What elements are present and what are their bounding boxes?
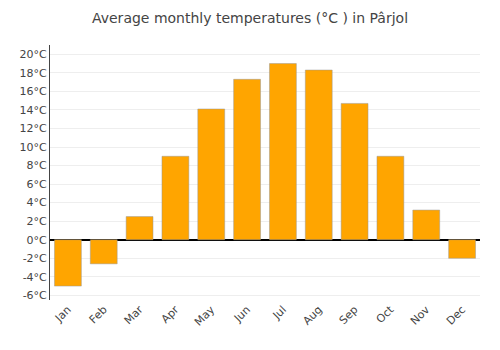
svg-text:Jul: Jul <box>270 303 289 322</box>
svg-text:16°C: 16°C <box>20 85 47 98</box>
svg-text:Aug: Aug <box>300 303 324 327</box>
svg-text:Jan: Jan <box>52 303 74 325</box>
svg-text:-6°C: -6°C <box>23 289 47 302</box>
svg-text:Jun: Jun <box>231 303 253 325</box>
svg-text:18°C: 18°C <box>20 67 47 80</box>
svg-text:Feb: Feb <box>87 303 110 326</box>
svg-text:Dec: Dec <box>444 303 468 327</box>
svg-text:Nov: Nov <box>408 303 433 328</box>
svg-text:Oct: Oct <box>374 303 397 326</box>
svg-text:-4°C: -4°C <box>23 271 47 284</box>
svg-text:May: May <box>192 303 218 329</box>
svg-text:10°C: 10°C <box>20 141 47 154</box>
svg-text:Apr: Apr <box>159 303 182 326</box>
svg-text:20°C: 20°C <box>20 48 47 61</box>
svg-text:Mar: Mar <box>122 303 146 327</box>
svg-text:-2°C: -2°C <box>23 252 47 265</box>
svg-text:Sep: Sep <box>337 303 361 327</box>
svg-text:4°C: 4°C <box>27 196 47 209</box>
svg-text:0°C: 0°C <box>27 234 47 247</box>
svg-text:8°C: 8°C <box>27 159 47 172</box>
svg-text:12°C: 12°C <box>20 122 47 135</box>
svg-text:6°C: 6°C <box>27 178 47 191</box>
svg-text:2°C: 2°C <box>27 215 47 228</box>
svg-text:Average monthly temperatures (: Average monthly temperatures (°C ) in Pâ… <box>92 10 408 26</box>
svg-text:14°C: 14°C <box>20 104 47 117</box>
